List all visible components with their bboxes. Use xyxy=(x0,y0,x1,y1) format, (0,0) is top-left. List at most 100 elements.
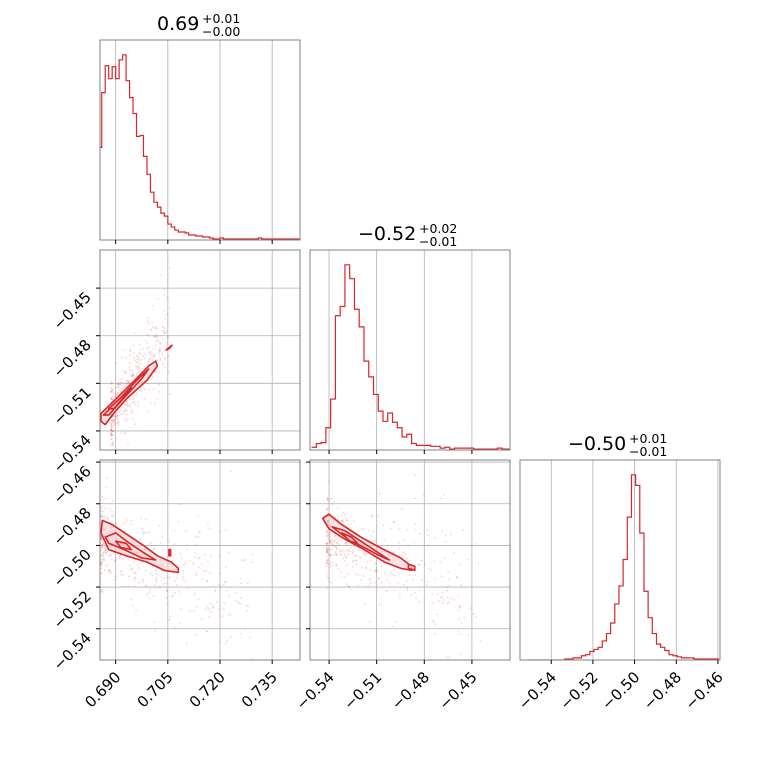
sample-point xyxy=(467,634,470,636)
sample-point xyxy=(132,356,135,359)
title-param-1-plus: +0.02 xyxy=(419,221,457,236)
sample-point xyxy=(379,493,382,496)
x-tick-label: 0.690 xyxy=(81,668,124,711)
sample-point xyxy=(355,554,358,557)
sample-point xyxy=(100,515,102,517)
sample-point xyxy=(398,547,401,549)
sample-point xyxy=(155,335,158,338)
sample-point xyxy=(144,367,147,369)
sample-point xyxy=(392,625,394,628)
sample-point xyxy=(250,561,253,563)
sample-point xyxy=(326,550,328,552)
sample-point xyxy=(135,361,138,364)
sample-point xyxy=(124,382,126,384)
sample-point xyxy=(185,642,188,645)
sample-point xyxy=(149,351,152,353)
sample-point xyxy=(117,422,119,425)
sample-point xyxy=(154,327,157,330)
title-param-0-plus: +0.01 xyxy=(202,11,240,26)
sample-point xyxy=(110,424,113,427)
sample-point xyxy=(210,611,212,613)
sample-point xyxy=(176,584,178,586)
sample-point xyxy=(446,589,448,592)
sample-point xyxy=(347,549,349,551)
sample-point xyxy=(162,362,165,364)
sample-point xyxy=(162,328,165,331)
sample-point xyxy=(110,432,113,435)
y-tick-label: −0.50 xyxy=(50,546,95,591)
sample-point xyxy=(118,557,121,559)
sample-point xyxy=(440,497,442,500)
sample-point xyxy=(120,573,123,576)
sample-point xyxy=(154,370,157,373)
sample-point xyxy=(198,531,201,533)
sample-point xyxy=(168,267,171,270)
sample-point xyxy=(143,531,146,534)
sample-point xyxy=(157,585,160,588)
sample-point xyxy=(110,434,113,436)
sample-point xyxy=(117,414,119,417)
sample-point xyxy=(100,558,103,560)
sample-point xyxy=(347,527,350,530)
sample-point xyxy=(460,584,462,586)
sample-point xyxy=(392,568,395,571)
sample-point xyxy=(352,566,354,568)
sample-point xyxy=(434,537,436,539)
sample-point xyxy=(228,551,231,554)
sample-point xyxy=(217,667,219,669)
sample-point xyxy=(331,564,334,567)
sample-point xyxy=(338,543,340,546)
x-tick-label: −0.54 xyxy=(293,668,338,713)
sample-point xyxy=(124,418,126,421)
sample-point xyxy=(136,354,138,357)
sample-point xyxy=(140,538,142,540)
sample-point xyxy=(159,274,162,277)
sample-point xyxy=(100,572,102,574)
sample-point xyxy=(126,418,129,420)
sample-point xyxy=(167,279,169,281)
sample-point xyxy=(164,357,167,359)
sample-point xyxy=(109,521,111,524)
sample-point xyxy=(100,534,102,537)
sample-point xyxy=(136,392,138,395)
sample-point xyxy=(334,535,337,537)
sample-point xyxy=(152,326,154,328)
sample-point xyxy=(125,400,128,402)
sample-point xyxy=(148,597,151,600)
sample-point xyxy=(156,398,159,401)
sample-point xyxy=(153,630,156,633)
sample-point xyxy=(122,557,124,560)
sample-point xyxy=(101,502,103,505)
sample-point xyxy=(148,389,150,391)
sample-point xyxy=(336,542,339,545)
sample-point xyxy=(148,531,151,534)
sample-point xyxy=(362,575,365,577)
sample-point xyxy=(113,424,115,426)
sample-point xyxy=(115,394,117,397)
sample-point xyxy=(185,544,188,547)
sample-point xyxy=(326,496,328,499)
sample-point xyxy=(123,585,126,588)
sample-point xyxy=(125,370,128,373)
sample-point xyxy=(113,419,115,422)
sample-point xyxy=(102,559,105,561)
sample-point xyxy=(229,614,232,616)
sample-point xyxy=(163,366,166,369)
sample-point xyxy=(126,379,129,382)
sample-point xyxy=(100,544,103,546)
sample-point xyxy=(113,415,115,418)
sample-point xyxy=(228,594,230,597)
sample-point xyxy=(110,426,113,429)
sample-point xyxy=(169,576,171,579)
sample-point xyxy=(102,552,104,555)
sample-point xyxy=(179,503,182,506)
y-tick-label: −0.48 xyxy=(50,336,95,381)
sample-point xyxy=(129,354,131,357)
sample-point xyxy=(110,438,113,440)
sample-point xyxy=(100,537,102,539)
sample-point xyxy=(457,594,459,597)
sample-point xyxy=(214,590,216,593)
sample-point xyxy=(100,535,102,538)
sample-point xyxy=(179,622,181,625)
